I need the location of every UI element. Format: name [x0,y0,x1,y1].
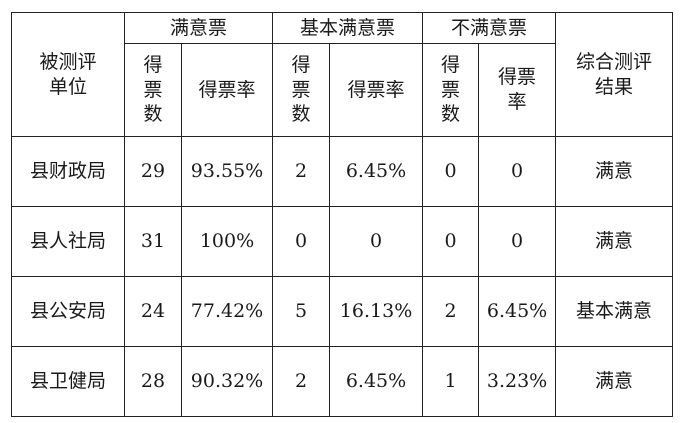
basic-votes-cell: 2 [272,346,331,417]
basic-votes-cell: 5 [272,276,331,347]
dissatisfied-rate-cell: 6.45% [478,276,557,347]
unit-cell: 县卫健局 [11,346,125,417]
votes-header-char: 票 [291,78,311,101]
basic-rate-cell: 16.13% [329,276,424,347]
result-cell: 满意 [555,206,674,277]
votes-header-char: 得 [143,53,163,76]
dissatisfied-votes-cell: 0 [422,136,480,207]
basic-votes-cell: 2 [272,136,331,207]
satisfied-rate-cell: 77.42% [180,276,274,347]
satisfied-votes-cell: 29 [124,136,182,207]
satisfied-votes-cell: 24 [124,276,182,347]
votes-header-char: 得 [291,53,311,76]
result-header-line-2: 结果 [595,75,634,98]
dissatisfied-rate-cell: 0 [478,136,557,207]
basic-votes-cell: 0 [272,206,331,277]
result-cell: 满意 [555,346,674,417]
unit-header: 被测评 单位 [11,12,125,137]
votes-header-satisfied: 得 票 数 [124,43,182,137]
basic-rate-cell: 0 [329,206,424,277]
votes-header-char: 票 [143,78,163,101]
dissatisfied-votes-cell: 2 [422,276,480,347]
table-row: 县财政局 29 93.55% 2 6.45% 0 0 满意 [11,136,674,207]
rate-header-line-1: 得票 [498,66,537,89]
evaluation-table: 被测评 单位 满意票 基本满意票 不满意票 综合测评 结果 得 票 数 得票率 … [11,12,674,417]
result-cell: 基本满意 [555,276,674,347]
votes-header-char: 数 [291,103,311,126]
dissatisfied-votes-cell: 1 [422,346,480,417]
satisfied-rate-cell: 93.55% [180,136,274,207]
votes-header-basic: 得 票 数 [272,43,331,137]
table-row: 县人社局 31 100% 0 0 0 0 满意 [11,206,674,277]
satisfied-votes-cell: 31 [124,206,182,277]
votes-header-char: 数 [441,103,461,126]
group-header-dissatisfied: 不满意票 [422,12,557,44]
satisfied-rate-cell: 90.32% [180,346,274,417]
unit-cell: 县公安局 [11,276,125,347]
votes-header-char: 得 [441,53,461,76]
satisfied-rate-cell: 100% [180,206,274,277]
dissatisfied-rate-cell: 0 [478,206,557,277]
rate-header-basic: 得票率 [329,43,424,137]
dissatisfied-rate-cell: 3.23% [478,346,557,417]
rate-header-satisfied: 得票率 [180,43,274,137]
unit-cell: 县人社局 [11,206,125,277]
result-header-line-1: 综合测评 [576,50,653,73]
unit-header-line-2: 单位 [48,75,87,98]
result-header: 综合测评 结果 [555,12,674,137]
rate-header-line-2: 率 [507,91,527,113]
votes-header-dissatisfied: 得 票 数 [422,43,480,137]
dissatisfied-votes-cell: 0 [422,206,480,277]
header-row-sub: 得 票 数 得票率 得 票 数 得票率 得 票 数 得票 率 [12,43,673,137]
unit-header-line-1: 被测评 [39,50,97,73]
table-row: 县卫健局 28 90.32% 2 6.45% 1 3.23% 满意 [11,346,674,417]
basic-rate-cell: 6.45% [329,136,424,207]
header-row-groups: 被测评 单位 满意票 基本满意票 不满意票 综合测评 结果 [11,12,674,137]
satisfied-votes-cell: 28 [124,346,182,417]
result-cell: 满意 [555,136,674,207]
table-row: 县公安局 24 77.42% 5 16.13% 2 6.45% 基本满意 [11,276,674,347]
votes-header-char: 数 [143,103,163,126]
basic-rate-cell: 6.45% [329,346,424,417]
group-header-basic: 基本满意票 [272,12,424,44]
votes-header-char: 票 [441,78,461,101]
unit-cell: 县财政局 [11,136,125,207]
group-header-satisfied: 满意票 [123,12,274,44]
rate-header-dissatisfied: 得票 率 [478,43,557,137]
